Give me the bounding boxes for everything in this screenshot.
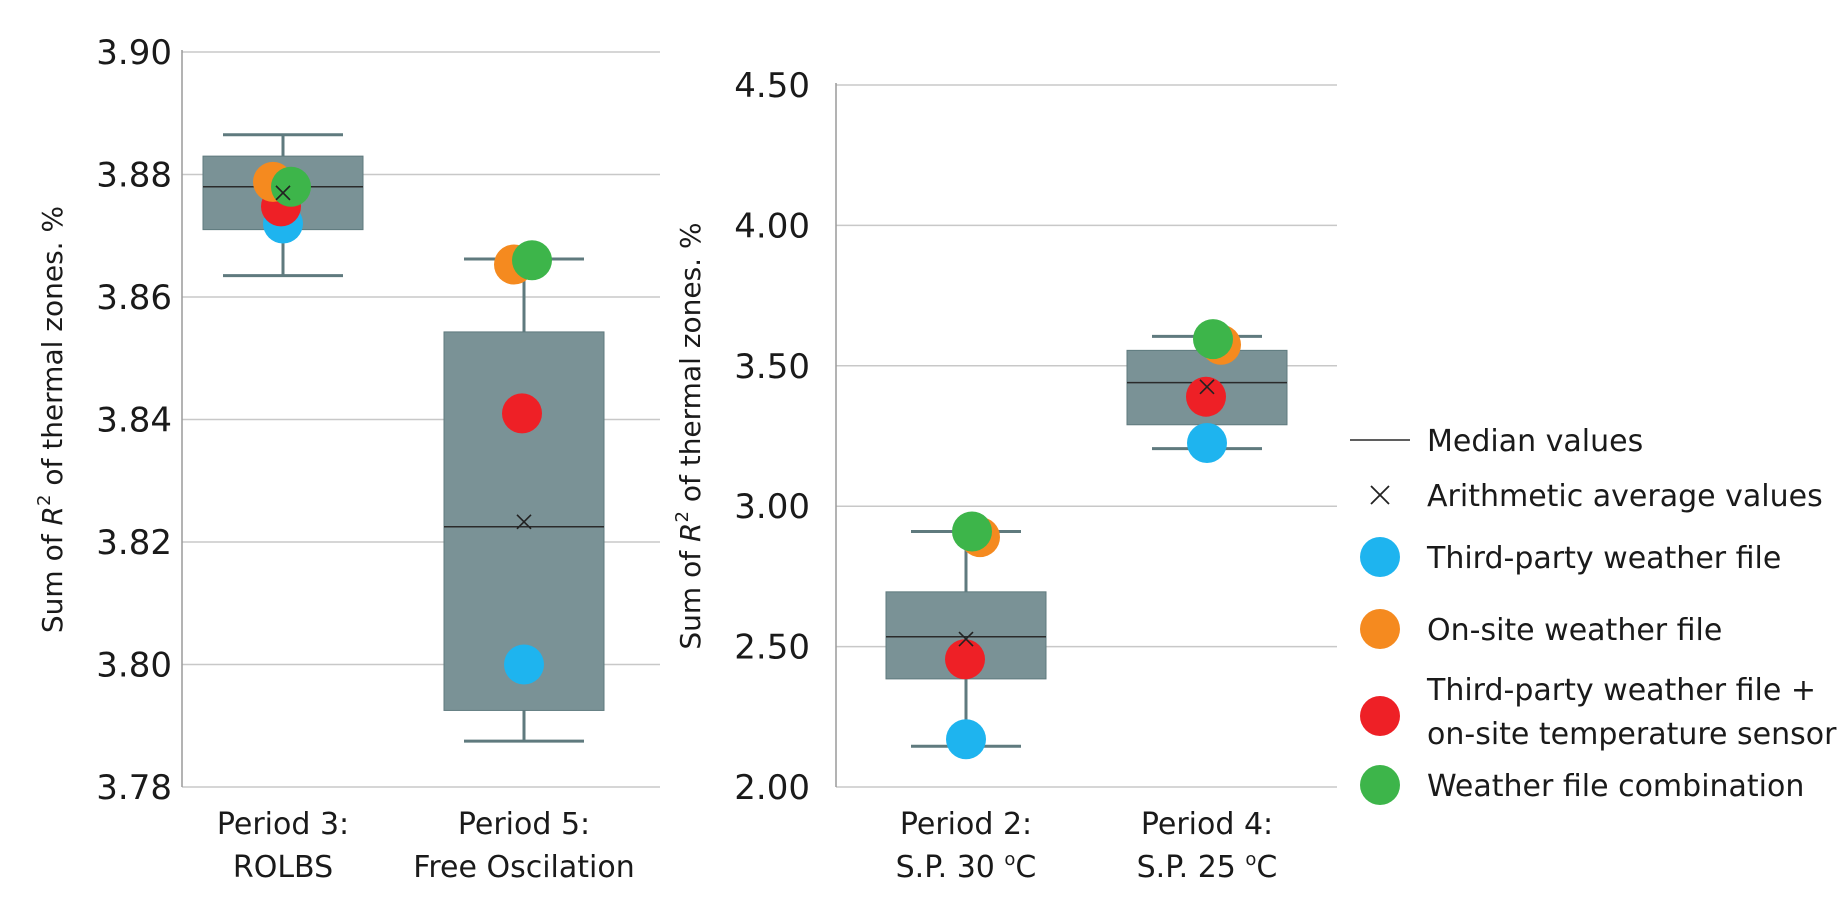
mean-cross-stroke bbox=[275, 185, 291, 201]
legend: Median values Arithmetic average values Th… bbox=[1350, 424, 1837, 805]
y-axis-label-suffix: of thermal zones. % bbox=[36, 206, 69, 495]
x-category-label-text: Free Oscilation bbox=[413, 850, 634, 885]
legend-item: Third-party weather file + on-site temper… bbox=[1360, 673, 1837, 752]
legend-label-line2: on-site temperature sensor bbox=[1427, 717, 1837, 752]
x-category-label-text: S.P. 30 bbox=[896, 850, 1005, 885]
y-tick-label: 3.50 bbox=[734, 347, 810, 387]
x-category-label-text: ROLBS bbox=[233, 850, 333, 885]
data-point-combination bbox=[512, 240, 552, 281]
x-category-label: Period 3: bbox=[217, 807, 349, 842]
legend-label-line1: Third-party weather file + bbox=[1426, 673, 1816, 708]
legend-label: Third-party weather file bbox=[1426, 541, 1781, 576]
y-axis-label: Sum of R2 of thermal zones. % bbox=[34, 206, 69, 633]
x-category-label: Period 4: bbox=[1141, 807, 1273, 842]
box-group bbox=[443, 240, 605, 743]
legend-item: Weather file combination bbox=[1360, 765, 1804, 805]
y-tick-label: 4.50 bbox=[734, 66, 810, 106]
x-category-label: Period 2: bbox=[900, 807, 1032, 842]
x-category-label-line2: S.P. 25 oC bbox=[1137, 849, 1278, 885]
y-axis-label-prefix: Sum of bbox=[674, 542, 707, 650]
data-point-third-party bbox=[504, 644, 544, 685]
x-category-label-line2: ROLBS bbox=[233, 850, 333, 885]
data-point-third-party-sensor bbox=[1186, 376, 1226, 417]
legend-cross-stroke bbox=[1370, 485, 1390, 505]
legend-label: On-site weather file bbox=[1427, 613, 1722, 648]
y-tick-label: 3.90 bbox=[96, 33, 172, 73]
legend-mean-swatch bbox=[1370, 485, 1390, 505]
x-category-label-line2: Free Oscilation bbox=[413, 850, 634, 885]
legend-item: Median values bbox=[1350, 424, 1643, 459]
legend-label: Median values bbox=[1427, 424, 1643, 459]
data-point-third-party bbox=[1187, 423, 1227, 464]
data-point-combination bbox=[271, 166, 311, 207]
box-group bbox=[1126, 319, 1288, 464]
mean-cross-stroke bbox=[1199, 379, 1215, 395]
y-axis-label-suffix: of thermal zones. % bbox=[674, 222, 707, 511]
data-point-third-party-sensor bbox=[502, 393, 542, 434]
legend-item: On-site weather file bbox=[1360, 609, 1722, 649]
legend-swatch-third-party-sensor bbox=[1360, 696, 1400, 736]
y-tick-label: 3.88 bbox=[96, 156, 172, 196]
legend-item: Third-party weather file bbox=[1360, 537, 1781, 577]
x-category-label-superscript: o bbox=[1245, 849, 1256, 870]
y-tick-label: 2.00 bbox=[734, 768, 810, 808]
x-category-label-unit: C bbox=[1256, 850, 1277, 885]
y-axis-label-variable: R bbox=[36, 506, 69, 525]
y-axis-label-superscript: 2 bbox=[672, 511, 693, 522]
y-tick-label: 4.00 bbox=[734, 206, 810, 246]
mean-marker bbox=[1199, 379, 1215, 395]
x-category-label-unit: C bbox=[1015, 850, 1036, 885]
mean-marker bbox=[275, 185, 291, 201]
y-tick-label: 3.86 bbox=[96, 278, 172, 318]
y-axis-label-superscript: 2 bbox=[34, 495, 55, 506]
legend-swatch-combination bbox=[1360, 765, 1400, 805]
y-tick-label: 3.80 bbox=[96, 646, 172, 686]
data-point-combination bbox=[952, 511, 992, 552]
right-box-plot-panel: 2.00 2.50 3.00 3.50 4.00 4.50 Sum of R2 of the… bbox=[672, 66, 1337, 885]
mean-marker bbox=[958, 631, 974, 647]
legend-label: Arithmetic average values bbox=[1427, 479, 1823, 514]
x-category-label: Period 5: bbox=[458, 807, 590, 842]
x-category-label-text: S.P. 25 bbox=[1137, 850, 1246, 885]
data-point-combination bbox=[1193, 319, 1233, 360]
y-axis-label-variable: R bbox=[674, 523, 707, 542]
legend-label: Weather file combination bbox=[1427, 769, 1804, 804]
left-box-plot-panel: 3.78 3.80 3.82 3.84 3.86 3.88 3.90 Sum of R2 of… bbox=[34, 33, 660, 885]
mean-cross-stroke bbox=[516, 514, 532, 530]
box-group bbox=[202, 133, 364, 278]
mean-cross-stroke bbox=[958, 631, 974, 647]
legend-swatch-on-site bbox=[1360, 609, 1400, 649]
legend-item: Arithmetic average values bbox=[1370, 479, 1823, 514]
box-group bbox=[885, 511, 1047, 760]
y-tick-label: 3.84 bbox=[96, 401, 172, 441]
x-category-label-superscript: o bbox=[1004, 849, 1015, 870]
y-axis-label: Sum of R2 of thermal zones. % bbox=[672, 222, 707, 649]
y-tick-label: 3.82 bbox=[96, 523, 172, 563]
mean-marker bbox=[516, 514, 532, 530]
y-tick-label: 2.50 bbox=[734, 628, 810, 668]
iqr-box bbox=[885, 591, 1047, 680]
y-tick-label: 3.78 bbox=[96, 768, 172, 808]
data-point-third-party-sensor bbox=[945, 639, 985, 680]
data-point-third-party bbox=[946, 719, 986, 760]
y-tick-label: 3.00 bbox=[734, 487, 810, 527]
legend-swatch-third-party bbox=[1360, 537, 1400, 577]
y-axis-label-prefix: Sum of bbox=[36, 526, 69, 634]
x-category-label-line2: S.P. 30 oC bbox=[896, 849, 1037, 885]
